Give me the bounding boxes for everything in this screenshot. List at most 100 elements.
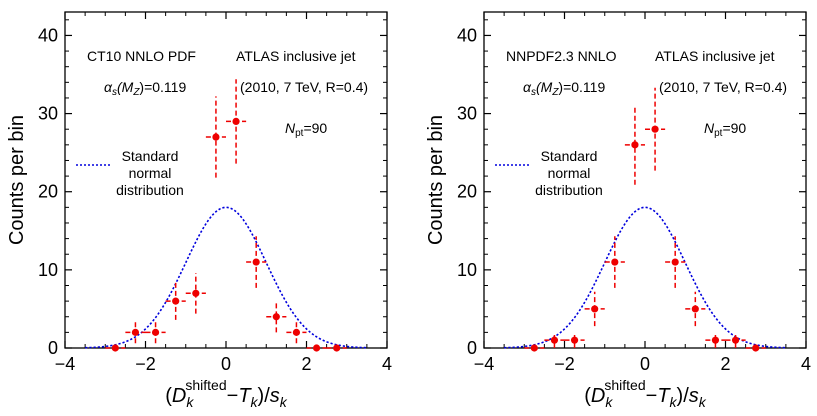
legend: Standard normal distribution	[76, 148, 184, 198]
data-marker	[711, 336, 720, 344]
data-point	[165, 282, 186, 320]
legend-line-1: Standard	[122, 148, 179, 164]
data-point	[205, 96, 226, 178]
data-marker	[333, 344, 341, 352]
data-marker	[111, 344, 119, 352]
data-marker	[691, 305, 699, 313]
gaussian-curve-path	[85, 206, 367, 349]
data-point	[544, 332, 565, 348]
pdf-label: NNPDF2.3 NNLO	[506, 48, 617, 64]
x-tick-label: 4	[801, 354, 811, 374]
data-point	[246, 236, 267, 288]
data-marker	[530, 344, 538, 352]
x-tick-label: −2	[554, 354, 575, 374]
data-point	[745, 344, 766, 352]
y-tick-label: 40	[38, 25, 58, 45]
legend-line-3: distribution	[535, 182, 603, 198]
data-marker	[731, 336, 740, 344]
data-point	[584, 291, 605, 327]
x-tick-label: −2	[135, 354, 156, 374]
data-points	[105, 79, 347, 352]
legend-line-2: normal	[548, 165, 591, 181]
legend-line-3: distribution	[116, 182, 184, 198]
data-point	[604, 236, 625, 288]
data-marker	[550, 336, 559, 344]
legend-line-2: normal	[129, 165, 172, 181]
x-tick-label: 0	[640, 354, 650, 374]
data-point	[624, 104, 645, 185]
data-marker	[570, 336, 579, 344]
data-point	[286, 321, 307, 344]
dataset-detail-label: (2010, 7 TeV, R=0.4)	[659, 79, 787, 95]
data-marker	[232, 117, 240, 125]
dataset-label: ATLAS inclusive jet	[655, 48, 775, 64]
x-axis-label: (Dkshifted−Tk)/sk	[165, 377, 288, 410]
data-point	[105, 344, 126, 352]
y-tick-label: 0	[48, 338, 58, 358]
data-marker	[252, 258, 260, 266]
data-point	[645, 87, 666, 171]
data-marker	[651, 125, 659, 133]
data-marker	[131, 328, 140, 336]
dataset-detail-label: (2010, 7 TeV, R=0.4)	[240, 79, 368, 95]
y-tick-label: 40	[457, 25, 477, 45]
data-marker	[312, 344, 321, 352]
x-tick-label: 2	[301, 354, 311, 374]
data-point	[226, 79, 247, 164]
data-marker	[752, 344, 760, 352]
data-point	[125, 321, 146, 344]
tick-marks	[64, 12, 388, 349]
y-tick-label: 10	[457, 260, 477, 280]
data-point	[185, 272, 206, 314]
data-points	[524, 87, 766, 352]
gaussian-curve-path	[504, 206, 786, 349]
data-point	[145, 321, 166, 344]
legend: Standard normal distribution	[495, 148, 603, 198]
x-tick-label: −4	[474, 354, 495, 374]
y-tick-label: 20	[38, 182, 58, 202]
normal-curve	[504, 206, 786, 349]
data-marker	[292, 328, 301, 336]
x-tick-label: 0	[221, 354, 231, 374]
data-point	[266, 301, 287, 333]
y-tick-label: 20	[457, 182, 477, 202]
legend-line-1: Standard	[541, 148, 598, 164]
data-point	[524, 344, 545, 352]
data-point	[564, 332, 585, 348]
data-point	[306, 344, 327, 352]
dataset-label: ATLAS inclusive jet	[236, 48, 356, 64]
x-tick-label: 4	[382, 354, 392, 374]
y-tick-label: 30	[38, 104, 58, 124]
data-point	[705, 332, 726, 348]
x-axis-label: (Dkshifted−Tk)/sk	[584, 377, 707, 410]
y-tick-label: 10	[38, 260, 58, 280]
data-point	[685, 291, 706, 327]
data-marker	[671, 258, 679, 266]
data-marker	[591, 305, 599, 313]
normal-curve	[85, 206, 367, 349]
y-tick-label: 0	[467, 338, 477, 358]
data-point	[326, 344, 347, 352]
npt-label: Npt=90	[285, 120, 327, 139]
data-marker	[212, 133, 220, 141]
data-point	[725, 332, 746, 348]
data-marker	[272, 313, 280, 321]
npt-label: Npt=90	[704, 120, 746, 139]
y-axis-label: Counts per bin	[425, 115, 447, 245]
data-point	[665, 236, 686, 288]
y-tick-label: 30	[457, 104, 477, 124]
x-tick-label: −4	[55, 354, 76, 374]
y-axis-label: Counts per bin	[6, 115, 28, 245]
alpha-s-label: αs(MZ)=0.119	[104, 79, 186, 98]
data-marker	[172, 297, 180, 305]
data-marker	[611, 258, 619, 266]
data-marker	[151, 328, 160, 336]
alpha-s-label: αs(MZ)=0.119	[523, 79, 605, 98]
data-marker	[631, 141, 639, 149]
tick-marks	[483, 12, 807, 349]
